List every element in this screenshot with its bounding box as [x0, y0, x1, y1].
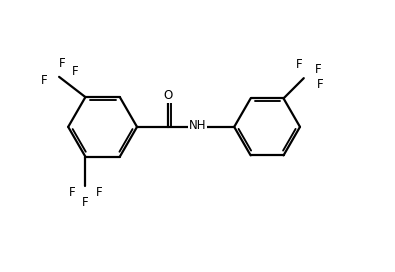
Text: F: F	[317, 78, 323, 91]
Text: F: F	[315, 63, 321, 76]
Text: O: O	[164, 89, 173, 102]
Text: F: F	[71, 65, 78, 78]
Text: NH: NH	[188, 119, 206, 132]
Text: F: F	[41, 74, 47, 87]
Text: F: F	[59, 57, 66, 70]
Text: F: F	[295, 58, 302, 71]
Text: F: F	[82, 196, 89, 209]
Text: F: F	[96, 186, 102, 199]
Text: F: F	[68, 186, 75, 199]
